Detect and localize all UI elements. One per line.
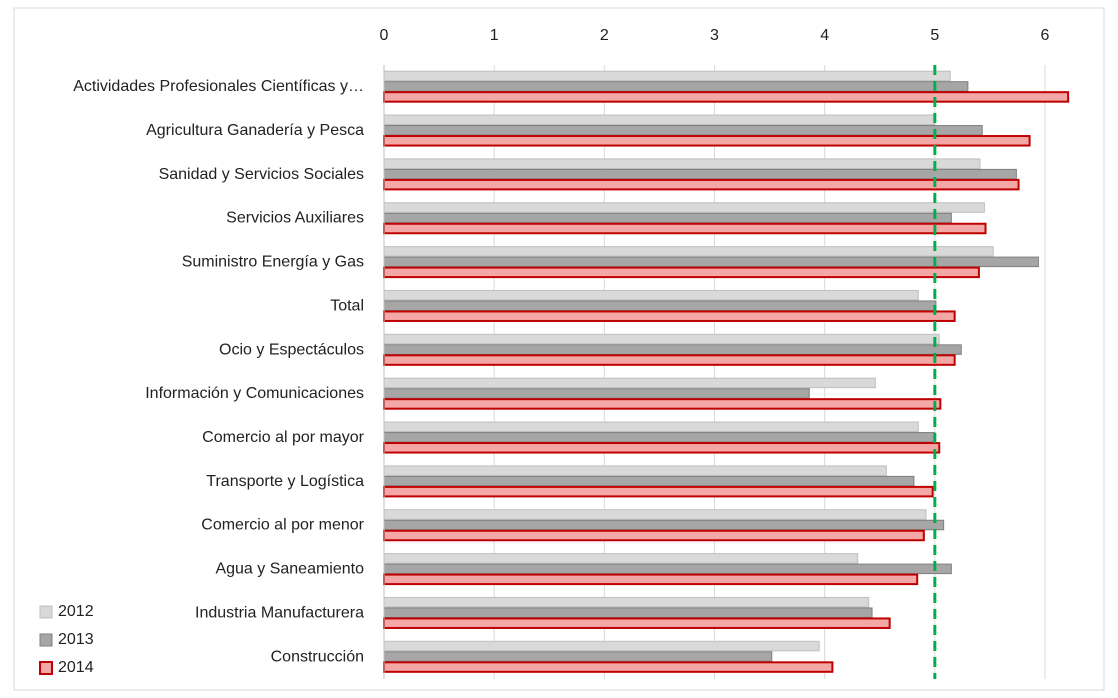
bar (383, 553, 859, 564)
bar (383, 168, 1017, 180)
legend-swatch (39, 633, 53, 647)
bar (383, 640, 820, 652)
bar (383, 135, 1031, 147)
bar (383, 432, 936, 443)
bar (383, 651, 773, 662)
bar (383, 573, 919, 586)
bar (383, 202, 985, 213)
bar (383, 344, 962, 355)
bar (383, 398, 942, 410)
bar (383, 377, 876, 389)
bar (383, 333, 940, 345)
bar (383, 509, 927, 520)
x-tick-label: 5 (930, 27, 939, 44)
bar (383, 563, 952, 575)
bar (383, 158, 981, 169)
bar (383, 519, 945, 531)
y-tick-label: Comercio al por mayor (202, 429, 365, 446)
x-tick-label: 2 (600, 27, 609, 44)
bar (383, 266, 980, 279)
x-tick-label: 0 (380, 27, 389, 44)
y-tick-label: Agricultura Ganadería y Pesca (146, 122, 364, 139)
bar (383, 300, 937, 311)
legend-swatch (39, 661, 53, 675)
y-tick-label: Agua y Saneamiento (215, 561, 364, 578)
bar (383, 246, 994, 257)
x-tick-label: 4 (820, 27, 829, 44)
bar (383, 465, 887, 476)
bar (383, 475, 915, 487)
bar (383, 388, 810, 399)
bar (383, 178, 1020, 191)
y-tick-label: Construcción (271, 648, 364, 665)
legend-label: 2013 (58, 631, 94, 648)
bar (383, 607, 873, 618)
y-tick-label: Sanidad y Servicios Sociales (159, 166, 364, 183)
bar (383, 91, 1070, 103)
y-tick-label: Suministro Energía y Gas (182, 254, 364, 271)
legend-label: 2014 (58, 659, 94, 676)
bar (383, 421, 919, 433)
bar (383, 310, 956, 322)
bar (383, 125, 983, 136)
legend-swatch (39, 605, 53, 619)
bar (383, 114, 936, 126)
bar (383, 256, 1039, 268)
bar (383, 289, 919, 301)
y-tick-label: Servicios Auxiliares (226, 210, 364, 227)
x-tick-label: 6 (1041, 27, 1050, 44)
y-tick-label: Industria Manufacturera (195, 604, 364, 621)
y-tick-label: Comercio al por menor (201, 517, 364, 534)
bar (383, 529, 925, 542)
bar (383, 661, 834, 673)
y-tick-label: Información y Comunicaciones (145, 385, 364, 402)
bar (383, 617, 891, 629)
bar (383, 70, 951, 82)
legend-label: 2012 (58, 603, 94, 620)
bar (383, 81, 969, 92)
x-tick-label: 1 (490, 27, 499, 44)
y-tick-label: Total (330, 297, 364, 314)
bar (383, 485, 934, 498)
x-tick-label: 3 (710, 27, 719, 44)
bar (383, 212, 952, 224)
bar (383, 596, 870, 608)
bar (383, 222, 987, 235)
y-tick-label: Transporte y Logística (206, 473, 364, 490)
y-tick-label: Ocio y Espectáculos (219, 341, 364, 358)
bar (383, 442, 941, 454)
y-tick-label: Actividades Profesionales Científicas y… (73, 78, 364, 95)
bar (383, 354, 956, 366)
